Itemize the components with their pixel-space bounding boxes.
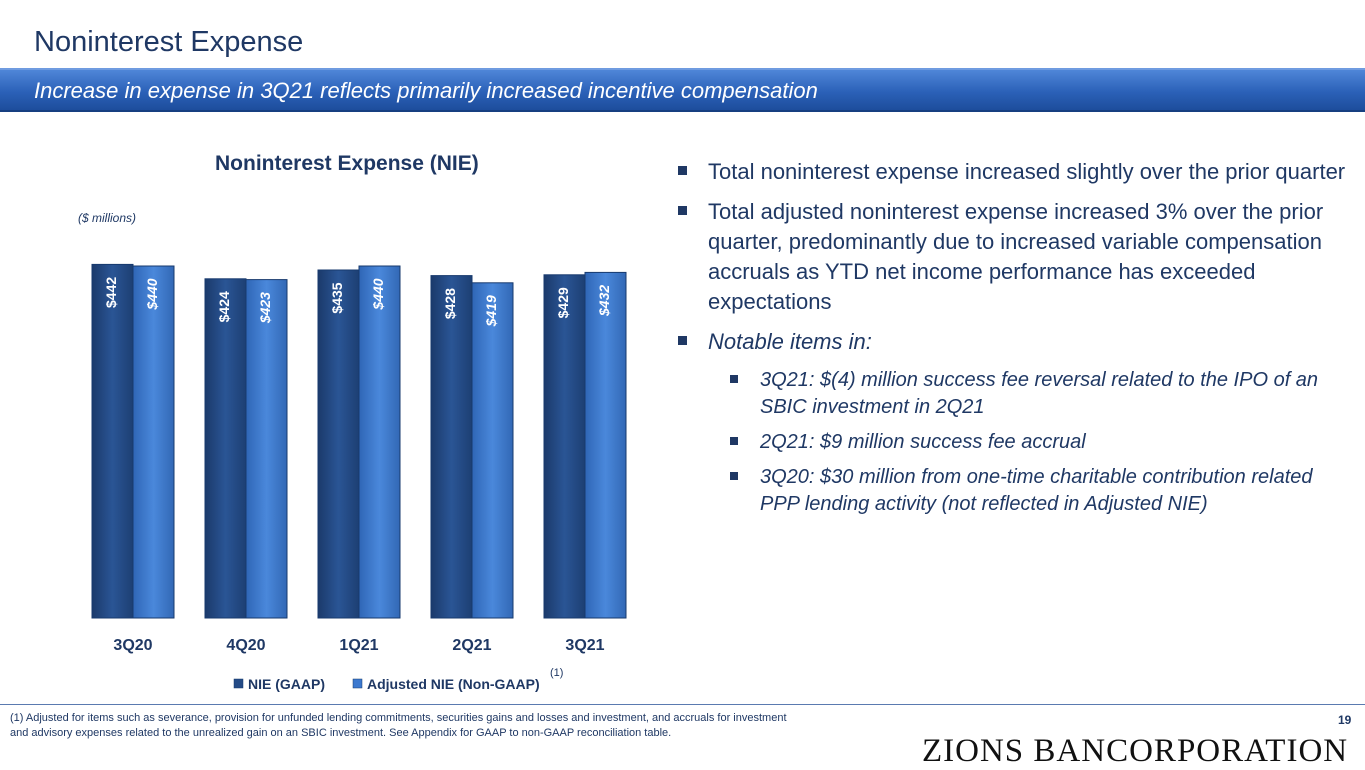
units-label: ($ millions) — [78, 211, 137, 225]
bar-value-label: $435 — [329, 282, 345, 313]
bullet-text: Total adjusted noninterest expense incre… — [708, 199, 1324, 314]
category-label: 1Q21 — [339, 637, 378, 654]
bar-adjusted-nie — [471, 282, 514, 619]
bar-value-label: $428 — [442, 288, 458, 319]
square-bullet-icon — [678, 166, 687, 175]
sub-bullet-item: 3Q21: $(4) million success fee reversal … — [730, 367, 1348, 421]
bar-adjusted-nie — [245, 279, 288, 619]
bar-value-label: $423 — [257, 292, 273, 324]
sub-bullet-item: 3Q20: $30 million from one-time charitab… — [730, 464, 1348, 518]
bar-value-label: $424 — [216, 291, 232, 322]
square-bullet-icon — [678, 206, 687, 215]
noninterest-expense-chart: $442 $440 $424 $423 $435 $440 $428 $419 $429 $432… — [91, 263, 627, 692]
bar-value-label: $432 — [596, 285, 612, 317]
bar-nie-gaap — [543, 274, 586, 619]
legend-label: NIE (GAAP) — [248, 676, 325, 692]
bar-value-label: $429 — [555, 287, 571, 318]
sub-bullet-text: 3Q21: $(4) million success fee reversal … — [760, 369, 1319, 418]
category-label: 3Q20 — [113, 637, 152, 654]
category-label: 3Q21 — [565, 637, 604, 654]
bar-adjusted-nie — [584, 271, 627, 619]
bullet-text: Total noninterest expense increased slig… — [708, 159, 1346, 184]
bar-nie-gaap — [204, 278, 247, 619]
category-label: 4Q20 — [226, 637, 265, 654]
summary-bullets: Total noninterest expense increased slig… — [678, 157, 1348, 526]
square-bullet-icon — [730, 375, 738, 383]
square-bullet-icon — [730, 437, 738, 445]
footer-divider — [0, 704, 1365, 705]
bar-nie-gaap — [317, 269, 360, 619]
bullet-item: Total adjusted noninterest expense incre… — [678, 197, 1348, 317]
subtitle-banner: Increase in expense in 3Q21 reflects pri… — [0, 68, 1365, 112]
bullet-item: Notable items in: — [678, 327, 1348, 357]
legend-label: Adjusted NIE (Non-GAAP) — [367, 676, 540, 692]
sub-bullet-item: 2Q21: $9 million success fee accrual — [730, 429, 1348, 456]
square-bullet-icon — [678, 336, 687, 345]
bullet-item: Total noninterest expense increased slig… — [678, 157, 1348, 187]
legend-swatch — [352, 678, 363, 689]
bar-value-label: $419 — [483, 295, 499, 327]
sub-bullet-text: 2Q21: $9 million success fee accrual — [760, 431, 1086, 453]
page-title: Noninterest Expense — [34, 26, 304, 58]
sub-bullet-text: 3Q20: $30 million from one-time charitab… — [760, 466, 1313, 515]
bar-value-label: $442 — [103, 277, 119, 308]
legend-swatch — [233, 678, 244, 689]
bullet-text: Notable items in: — [708, 329, 872, 354]
bar-value-label: $440 — [144, 278, 160, 310]
footnote: (1) Adjusted for items such as severance… — [10, 712, 787, 739]
bar-adjusted-nie — [132, 265, 175, 619]
legend-footnote-marker: (1) — [550, 667, 563, 679]
bar-nie-gaap — [91, 263, 134, 619]
square-bullet-icon — [730, 472, 738, 480]
company-logo: ZIONS BANCORPORATION — [922, 733, 1349, 769]
bar-adjusted-nie — [358, 265, 401, 619]
subtitle-text: Increase in expense in 3Q21 reflects pri… — [34, 78, 818, 103]
chart-title: Noninterest Expense (NIE) — [215, 152, 479, 175]
bar-nie-gaap — [430, 275, 473, 619]
bar-value-label: $440 — [370, 278, 386, 310]
category-label: 2Q21 — [452, 637, 491, 654]
page-number: 19 — [1338, 713, 1352, 727]
